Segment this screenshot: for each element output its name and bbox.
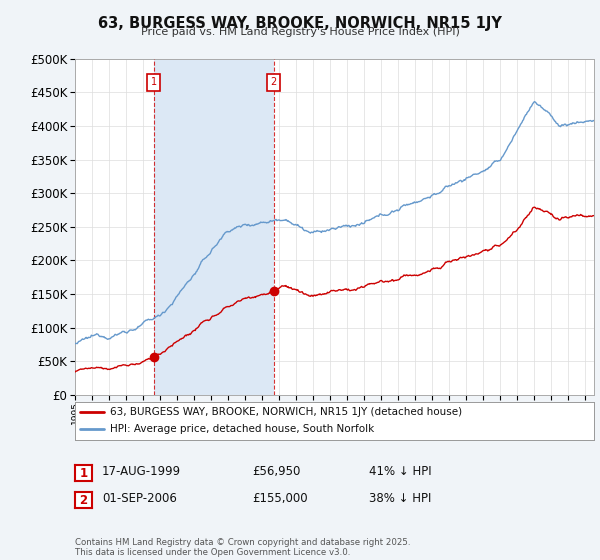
Text: 1: 1 bbox=[151, 77, 157, 87]
Text: £56,950: £56,950 bbox=[252, 465, 301, 478]
Text: 38% ↓ HPI: 38% ↓ HPI bbox=[369, 492, 431, 505]
Text: Contains HM Land Registry data © Crown copyright and database right 2025.
This d: Contains HM Land Registry data © Crown c… bbox=[75, 538, 410, 557]
Text: 63, BURGESS WAY, BROOKE, NORWICH, NR15 1JY (detached house): 63, BURGESS WAY, BROOKE, NORWICH, NR15 1… bbox=[110, 407, 463, 417]
Text: 63, BURGESS WAY, BROOKE, NORWICH, NR15 1JY: 63, BURGESS WAY, BROOKE, NORWICH, NR15 1… bbox=[98, 16, 502, 31]
Text: £155,000: £155,000 bbox=[252, 492, 308, 505]
Text: 2: 2 bbox=[79, 493, 88, 507]
Text: 41% ↓ HPI: 41% ↓ HPI bbox=[369, 465, 431, 478]
Text: 1: 1 bbox=[79, 466, 88, 480]
Text: 01-SEP-2006: 01-SEP-2006 bbox=[102, 492, 177, 505]
Bar bbox=[154, 59, 274, 395]
Text: 2: 2 bbox=[271, 77, 277, 87]
Text: Price paid vs. HM Land Registry's House Price Index (HPI): Price paid vs. HM Land Registry's House … bbox=[140, 27, 460, 37]
Text: 17-AUG-1999: 17-AUG-1999 bbox=[102, 465, 181, 478]
Text: HPI: Average price, detached house, South Norfolk: HPI: Average price, detached house, Sout… bbox=[110, 424, 374, 435]
